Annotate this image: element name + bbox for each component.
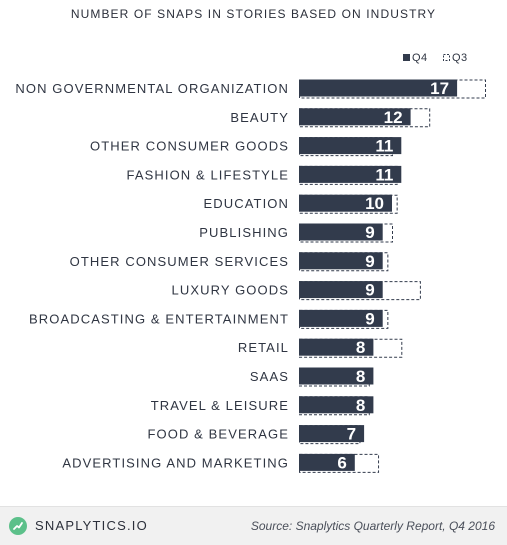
data-label: 9 [365,252,374,271]
bar-q4 [299,108,411,126]
data-label: 12 [384,108,403,127]
bar-q4 [299,137,402,155]
category-label: RETAIL [238,340,289,355]
category-label: LUXURY GOODS [172,283,289,298]
bar-q4 [299,223,383,241]
snaplytics-logo-icon [9,517,27,535]
data-label: 17 [430,79,449,98]
bar-q4 [299,396,374,414]
footer-bar: SNAPLYTICS.IO Source: Snaplytics Quarter… [0,506,507,545]
bar-q4 [299,194,392,212]
data-label: 9 [365,223,374,242]
category-label: ADVERTISING AND MARKETING [62,455,289,470]
bar-q4 [299,281,383,299]
category-label: BEAUTY [230,110,289,125]
data-label: 7 [347,425,356,444]
legend-q3-swatch [443,54,450,61]
bar-q4 [299,367,374,385]
legend-q4-label: Q4 [412,52,428,64]
data-label: 6 [337,453,346,472]
category-label: FASHION & LIFESTYLE [127,167,290,182]
data-label: 9 [365,309,374,328]
brand-name[interactable]: SNAPLYTICS.IO [35,518,148,533]
data-label: 11 [375,165,393,184]
bar-q4 [299,338,374,356]
data-label: 9 [365,281,374,300]
bar-q4 [299,165,402,183]
legend-q3-label: Q3 [452,52,468,64]
source-note: Source: Snaplytics Quarterly Report, Q4 … [250,519,495,533]
category-label: FOOD & BEVERAGE [148,427,289,442]
category-label: PUBLISHING [199,225,289,240]
category-label: SAAS [250,369,289,384]
bar-q3 [299,309,389,329]
data-label: 11 [375,137,393,156]
bar-q4 [299,309,383,327]
data-label: 10 [365,194,384,213]
data-label: 8 [356,367,365,386]
chart-title: NUMBER OF SNAPS IN STORIES BASED ON INDU… [70,7,437,21]
category-label: NON GOVERNMENTAL ORGANIZATION [15,81,289,96]
category-label: BROADCASTING & ENTERTAINMENT [29,311,289,326]
category-label: OTHER CONSUMER GOODS [90,139,289,154]
bar-chart: Q4 Q3 NON GOVERNMENTAL ORGANIZATION 17 BEAUT… [15,52,486,473]
bar-q4 [299,79,458,97]
bar-q4 [299,453,355,471]
bar-q3 [299,252,389,272]
category-label: TRAVEL & LEISURE [151,398,289,413]
category-label: OTHER CONSUMER SERVICES [70,254,289,269]
data-label: 8 [356,338,365,357]
legend-q4-swatch [403,54,410,61]
bar-q4 [299,425,365,443]
category-label: EDUCATION [204,196,290,211]
bar-q4 [299,252,383,270]
data-label: 8 [356,396,365,415]
